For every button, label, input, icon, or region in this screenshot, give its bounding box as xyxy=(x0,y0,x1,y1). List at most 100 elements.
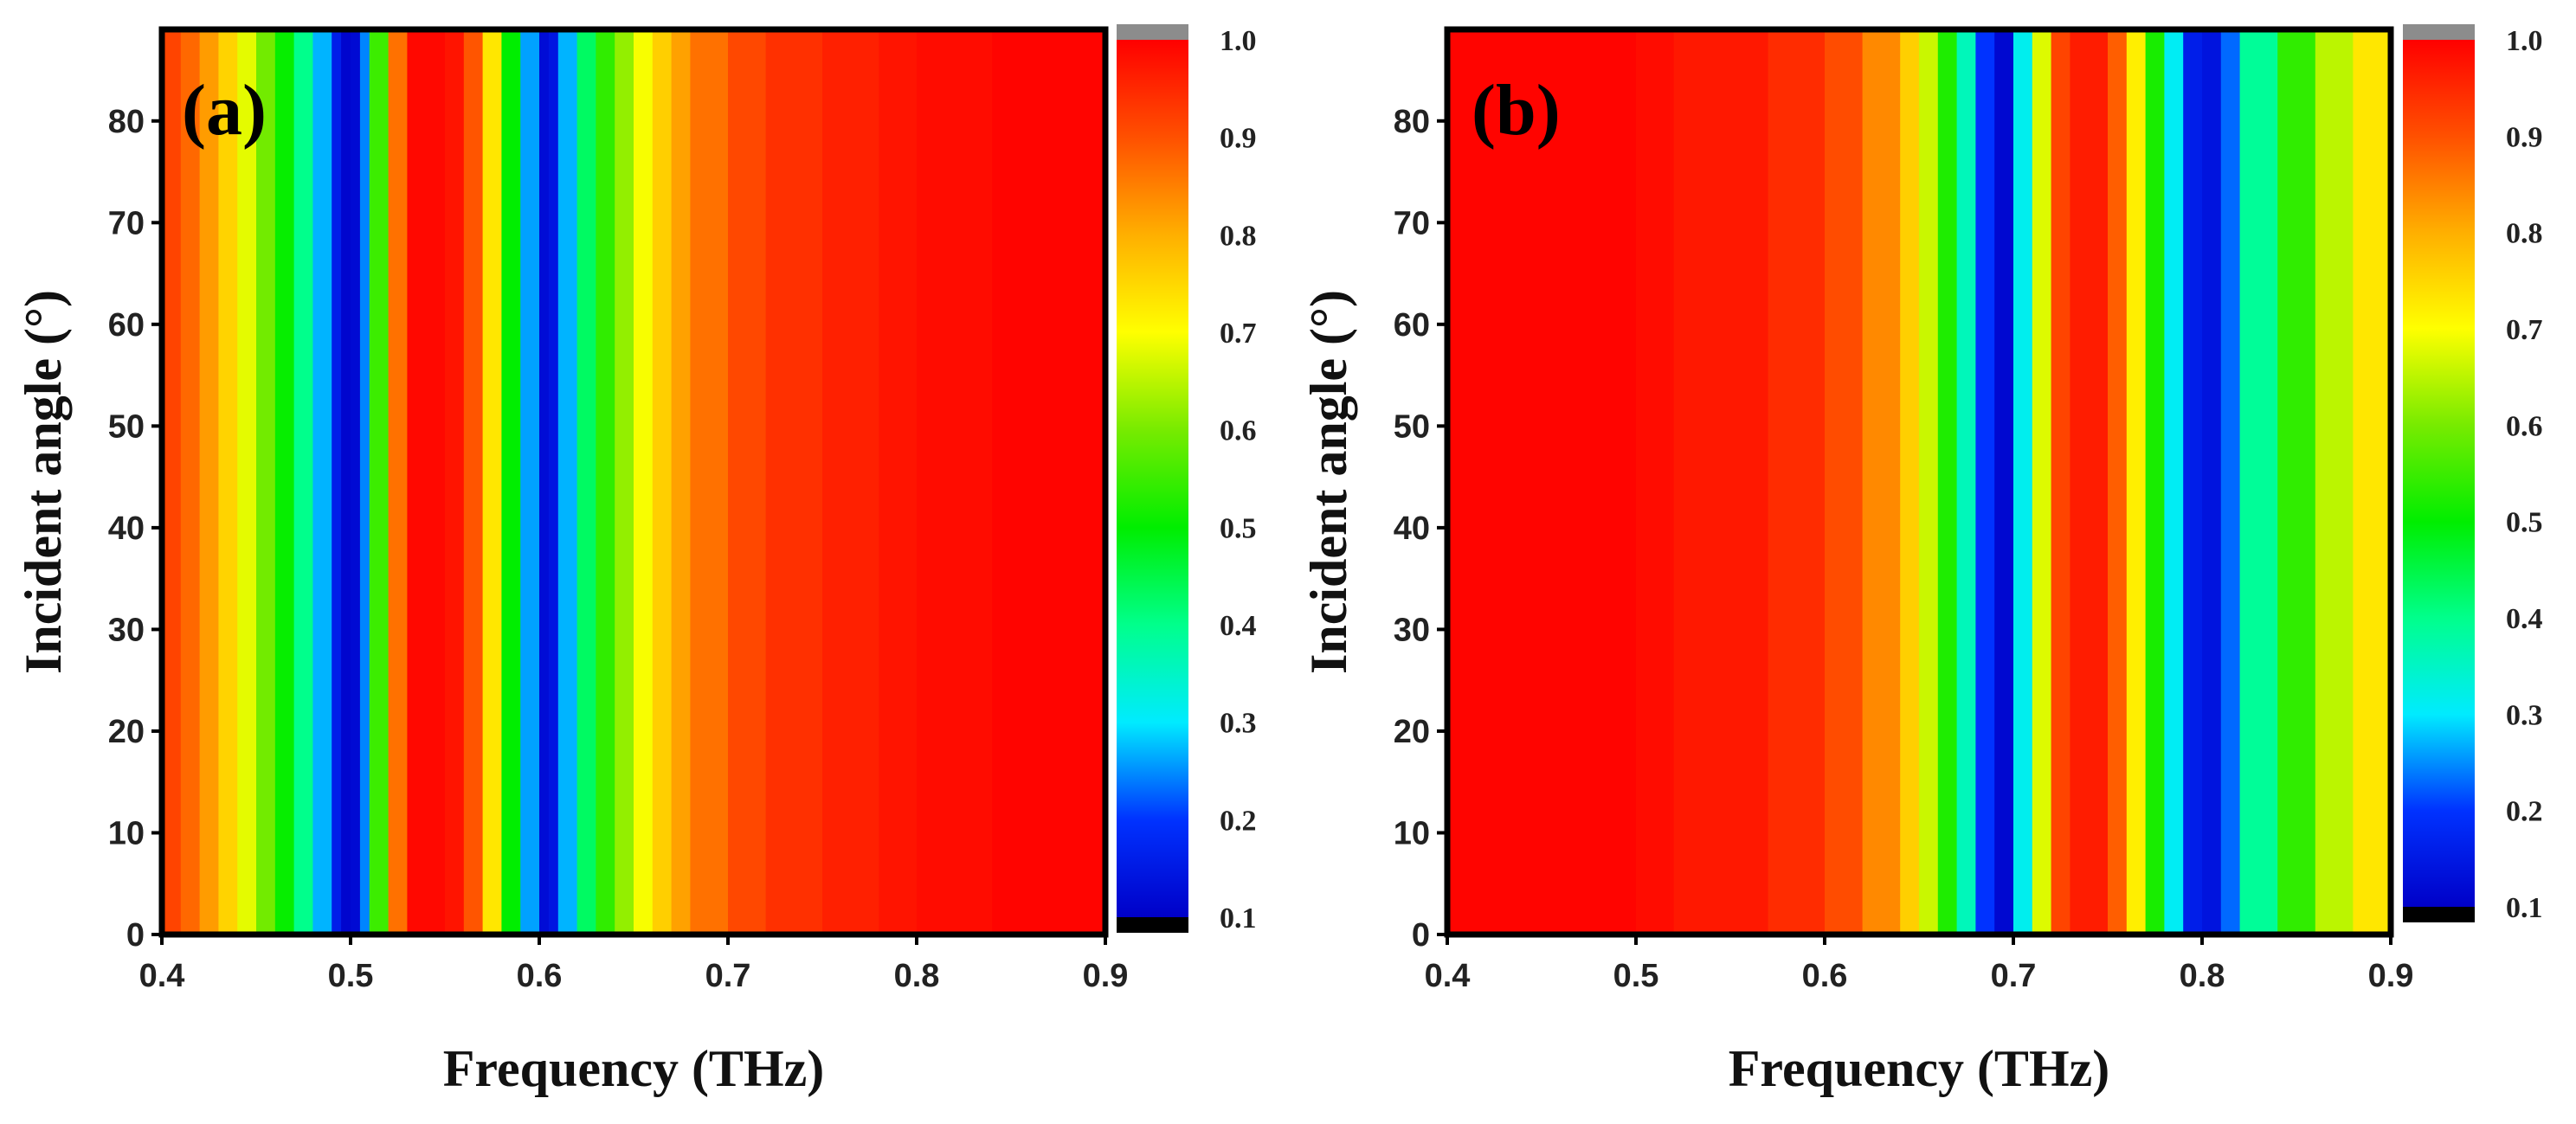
colorbar-tick-label: 0.3 xyxy=(1220,708,1257,740)
colorbar-tick-label: 0.7 xyxy=(2506,314,2543,346)
heatmap-band xyxy=(501,29,521,935)
x-tick-label: 0.6 xyxy=(1802,958,1848,994)
y-axis-ticks: 0 10 20 30 40 50 60 70 80 xyxy=(1394,104,1447,954)
heatmap-band xyxy=(180,29,201,935)
heatmap-band xyxy=(822,29,880,935)
x-tick-label: 0.9 xyxy=(2368,958,2414,994)
y-tick-label: 60 xyxy=(108,307,145,344)
colorbar-tick-label: 0.6 xyxy=(1220,415,1257,447)
y-tick-label: 50 xyxy=(1394,408,1430,445)
panel-label: (a) xyxy=(182,70,267,151)
colorbar-tick-label: 1.0 xyxy=(1220,25,1257,57)
heatmap-band xyxy=(1900,29,1920,935)
heatmap-band xyxy=(218,29,238,935)
heatmap-area xyxy=(1444,26,2394,938)
y-axis-title: Incident angle (°) xyxy=(1300,290,1357,674)
x-axis-title: Frequency (THz) xyxy=(443,1040,824,1097)
heatmap-band xyxy=(2032,29,2052,935)
colorbar-tick-label: 1.0 xyxy=(2506,25,2543,57)
heatmap-band xyxy=(2013,29,2033,935)
x-tick-label: 0.4 xyxy=(1425,958,1471,994)
heatmap-band xyxy=(728,29,767,935)
y-tick-label: 80 xyxy=(1394,104,1430,140)
heatmap-band xyxy=(2353,29,2392,935)
x-tick-label: 0.7 xyxy=(705,958,751,994)
y-tick-label: 0 xyxy=(1412,917,1430,954)
colorbar-tick-label: 0.8 xyxy=(2506,218,2543,250)
y-tick-label: 70 xyxy=(1394,205,1430,241)
heatmap-area xyxy=(158,26,1109,938)
x-axis-ticks: 0.4 0.5 0.6 0.7 0.8 0.9 xyxy=(1425,935,2414,994)
y-tick-label: 20 xyxy=(108,714,145,750)
colorbar: 0.1 0.2 0.3 0.4 0.5 0.6 0.7 0.8 0.9 1.0 xyxy=(1117,24,1257,935)
heatmap-band xyxy=(2070,29,2109,935)
heatmap-band xyxy=(388,29,409,935)
x-tick-label: 0.8 xyxy=(2180,958,2225,994)
heatmap-band xyxy=(879,29,918,935)
heatmap-band xyxy=(463,29,484,935)
heatmap-band xyxy=(351,29,361,935)
heatmap-band xyxy=(557,29,578,935)
x-tick-label: 0.4 xyxy=(139,958,185,994)
heatmap-band xyxy=(1919,29,1939,935)
y-tick-label: 20 xyxy=(1394,714,1430,750)
colorbar-over-cap xyxy=(1117,24,1188,40)
heatmap-band xyxy=(520,29,540,935)
x-tick-label: 0.8 xyxy=(894,958,940,994)
heatmap-band xyxy=(690,29,729,935)
heatmap-band xyxy=(765,29,823,935)
heatmap-band xyxy=(596,29,615,935)
heatmap-band xyxy=(482,29,503,935)
panel-label: (b) xyxy=(1472,70,1561,151)
heatmap-band xyxy=(615,29,634,935)
heatmap-band xyxy=(2108,29,2128,935)
heatmap-band xyxy=(2145,29,2166,935)
x-axis-ticks: 0.4 0.5 0.6 0.7 0.8 0.9 xyxy=(139,935,1129,994)
colorbar-tick-label: 0.1 xyxy=(2506,892,2543,924)
y-tick-label: 60 xyxy=(1394,307,1430,344)
heatmap-band xyxy=(2315,29,2354,935)
heatmap-band xyxy=(1994,29,2005,935)
colorbar-under-cap xyxy=(1117,917,1188,933)
colorbar-tick-label: 0.2 xyxy=(2506,796,2543,828)
heatmap-band xyxy=(2202,29,2222,935)
heatmap-band xyxy=(2220,29,2241,935)
x-axis-title: Frequency (THz) xyxy=(1729,1040,2109,1097)
heatmap-band xyxy=(369,29,390,935)
y-tick-label: 30 xyxy=(1394,612,1430,648)
y-tick-label: 70 xyxy=(108,205,145,241)
colorbar-tick-label: 0.8 xyxy=(1220,220,1257,252)
y-axis-ticks: 0 10 20 30 40 50 60 70 80 xyxy=(108,104,162,954)
heatmap-band xyxy=(2164,29,2184,935)
colorbar-under-cap xyxy=(2403,907,2475,922)
colorbar-tick-label: 0.9 xyxy=(2506,121,2543,153)
heatmap-band xyxy=(341,29,351,935)
heatmap-band xyxy=(1937,29,1958,935)
heatmap-band xyxy=(359,29,370,935)
colorbar-gradient xyxy=(2403,40,2475,907)
x-tick-label: 0.9 xyxy=(1083,958,1129,994)
heatmap-band xyxy=(162,29,182,935)
heatmap-band xyxy=(576,29,597,935)
y-axis-title: Incident angle (°) xyxy=(15,290,72,674)
heatmap-band xyxy=(293,29,314,935)
heatmap-band xyxy=(634,29,654,935)
heatmap-band xyxy=(992,29,1106,935)
heatmap-band xyxy=(445,29,465,935)
heatmap-band xyxy=(671,29,692,935)
heatmap-band xyxy=(199,29,220,935)
colorbar: 0.1 0.2 0.3 0.4 0.5 0.6 0.7 0.8 0.9 1.0 xyxy=(2403,24,2543,924)
heatmap-band xyxy=(1768,29,1826,935)
colorbar-tick-label: 0.6 xyxy=(2506,410,2543,442)
colorbar-tick-label: 0.5 xyxy=(2506,507,2543,539)
heatmap-band xyxy=(2004,29,2014,935)
colorbar-tick-label: 0.5 xyxy=(1220,512,1257,544)
x-tick-label: 0.5 xyxy=(1613,958,1659,994)
colorbar-tick-label: 0.4 xyxy=(2506,603,2543,635)
heatmap-band xyxy=(332,29,342,935)
colorbar-tick-label: 0.9 xyxy=(1220,123,1257,155)
chart-panel-a: 0 10 20 30 40 50 60 70 80 0.4 0.5 0.6 0.7 0.8 0.9 0.1… xyxy=(15,24,1257,1097)
heatmap-band xyxy=(2126,29,2147,935)
colorbar-over-cap xyxy=(2403,24,2475,40)
